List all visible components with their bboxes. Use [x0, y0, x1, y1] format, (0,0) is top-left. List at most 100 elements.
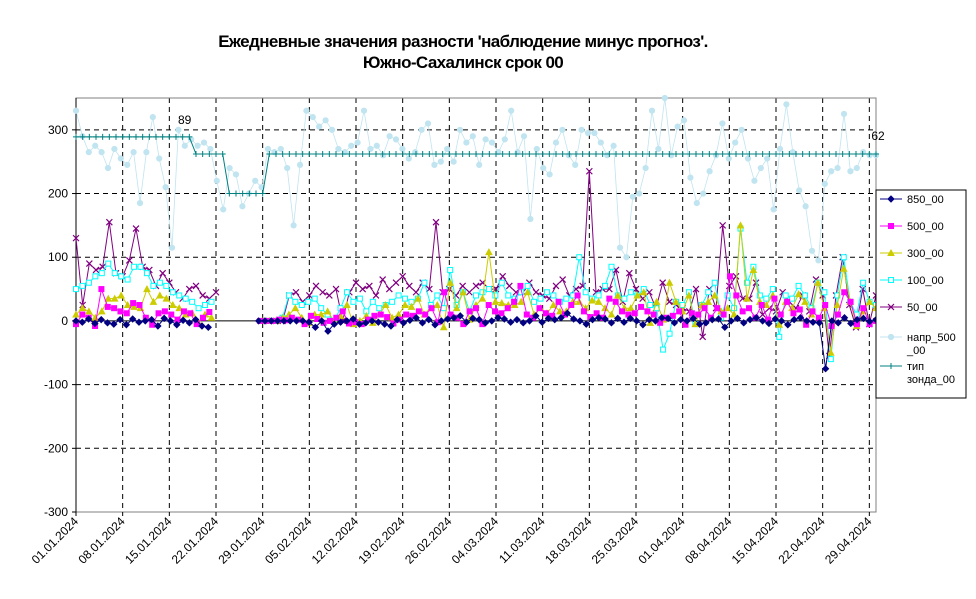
series-3-point: [143, 270, 150, 277]
x-tick-label: 25.03.2024: [589, 514, 642, 567]
series-0-point: [834, 319, 842, 327]
series-0-point: [450, 314, 458, 322]
series-2-point: [162, 294, 171, 302]
series-2-point: [78, 304, 87, 312]
series-3-point: [395, 292, 402, 299]
series-4-point: [552, 282, 560, 290]
series-6-point: [413, 151, 419, 158]
series-2-point: [730, 310, 738, 318]
series-6-point: [573, 151, 579, 158]
series-3-point: [298, 302, 305, 308]
series-0-point: [551, 315, 559, 324]
series-3-point: [827, 356, 834, 363]
series-2-point: [517, 297, 526, 305]
series-4-point: [385, 285, 393, 293]
series-5-point: [226, 164, 233, 172]
series-1-point: [650, 311, 657, 318]
series-4-point: [659, 279, 667, 287]
series-0-point: [513, 315, 521, 324]
legend-item: 300_00: [880, 248, 944, 260]
series-2-point: [433, 300, 442, 308]
series-5-point: [783, 101, 790, 108]
series-2-point: [97, 307, 106, 315]
series-2-point: [588, 296, 596, 304]
series-5-point: [111, 145, 118, 153]
series-500-00: [72, 94, 880, 264]
series-5-point: [578, 126, 585, 133]
series-2-point: [459, 288, 467, 296]
series-3-point: [92, 273, 99, 280]
series-1-point: [758, 302, 765, 308]
series-4-point: [432, 218, 440, 226]
series-1-point: [168, 311, 175, 318]
series-850-00: [72, 309, 880, 373]
series-3-point: [434, 292, 441, 299]
series-2-point: [833, 300, 842, 308]
series-2-point: [343, 300, 351, 308]
series-5-point: [508, 107, 515, 114]
series-4-point: [399, 272, 407, 280]
series-3-point: [318, 305, 325, 312]
series-3-point: [292, 298, 299, 305]
series-0-point: [500, 315, 509, 323]
legend-item: 500_00: [880, 221, 944, 233]
series-0-point: [645, 315, 653, 324]
series-1-point: [714, 305, 721, 312]
series-1-point: [377, 311, 384, 318]
series-0-point: [840, 314, 849, 322]
series-6-point: [586, 151, 593, 158]
series-0-point: [204, 323, 212, 331]
series-6-point: [699, 151, 706, 158]
series-6-point: [353, 151, 359, 158]
series-2-point: [736, 221, 745, 229]
series-5-point: [136, 199, 144, 207]
series-6-point: [786, 151, 793, 158]
series-0-point: [683, 317, 691, 325]
series-6-point: [866, 151, 873, 158]
series-5-point: [456, 126, 464, 133]
series-5-point: [360, 107, 368, 114]
series-3-point: [311, 295, 318, 302]
series-2-point: [485, 248, 493, 256]
series-1-point: [447, 311, 454, 318]
series-6-point: [513, 151, 519, 158]
series-1-point: [720, 311, 727, 318]
series-4-point: [379, 276, 387, 283]
series-6-point: [206, 151, 213, 158]
series-5-point: [584, 129, 592, 137]
series-5-point: [303, 107, 310, 114]
series-6-point: [853, 151, 859, 158]
series-0-point: [708, 315, 716, 324]
series-4-point: [159, 269, 167, 277]
series-6-point: [553, 151, 559, 158]
y-tick-label: 0: [61, 314, 68, 328]
series-5-point: [636, 190, 643, 197]
series-4-point: [365, 282, 373, 290]
series-6-point: [266, 151, 273, 158]
series-2-point: [130, 302, 138, 310]
series-2-point: [381, 300, 390, 308]
series-2-point: [323, 307, 332, 315]
series-4-point: [719, 221, 727, 229]
series-3-point: [608, 263, 615, 270]
series-2-point: [414, 294, 422, 302]
series-6-point: [106, 133, 113, 140]
x-tick-label: 18.03.2024: [542, 514, 595, 567]
series-3-point: [202, 302, 209, 308]
series-5-point: [520, 133, 528, 140]
series-0-point: [103, 319, 112, 327]
series-2-point: [710, 291, 719, 299]
series-6-point: [99, 133, 106, 140]
series-0-point: [519, 319, 527, 327]
series-0-point: [406, 316, 414, 324]
series-6-point: [379, 151, 386, 158]
series-6-point: [713, 151, 719, 158]
series-0-point: [355, 320, 364, 328]
series-0-point: [746, 315, 754, 324]
series-4-point: [725, 282, 733, 290]
series-2-point: [175, 304, 184, 312]
series-3-point: [795, 282, 802, 289]
series-0-point: [859, 314, 868, 323]
series-6-point: [499, 151, 506, 158]
series-3-point: [550, 292, 557, 299]
